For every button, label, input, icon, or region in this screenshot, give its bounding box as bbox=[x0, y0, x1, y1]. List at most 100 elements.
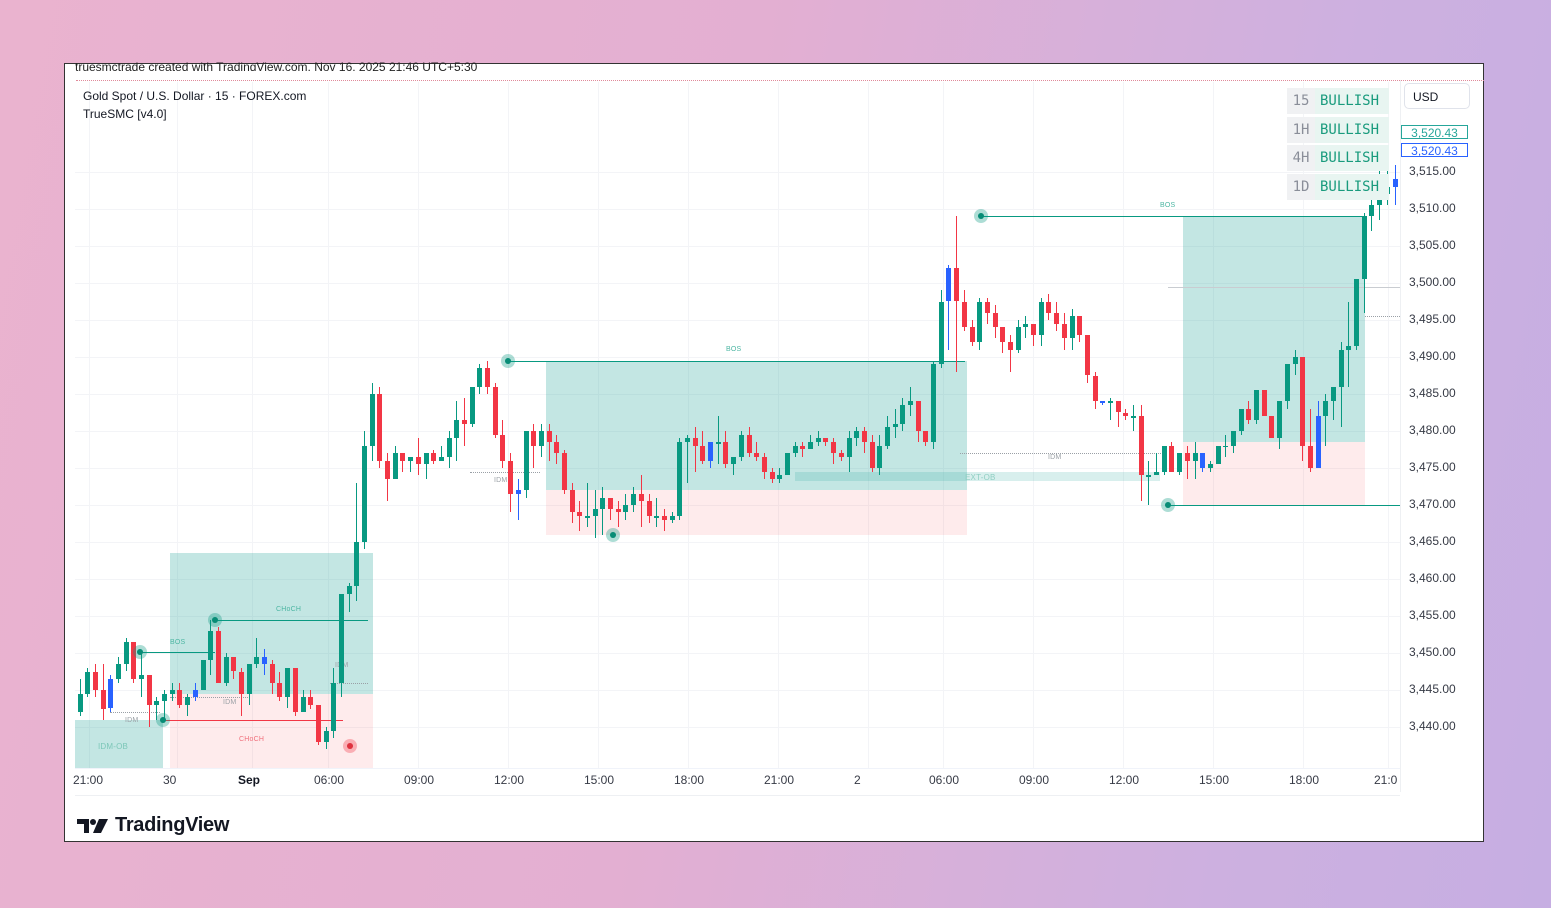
candle-wick bbox=[602, 486, 604, 535]
candle-body bbox=[692, 438, 698, 446]
candle-body bbox=[1231, 431, 1236, 446]
candle-body bbox=[477, 368, 483, 387]
candle-body bbox=[1261, 390, 1267, 417]
bos-label: BOS bbox=[726, 345, 742, 353]
price-tick-label: 3,470.00 bbox=[1409, 497, 1456, 511]
chart-plot-area[interactable]: IDM-OB EXT-OB BOS CHoCH CHoCH BOS BOS IDM IDM IDM… bbox=[75, 82, 1400, 768]
candle-body bbox=[700, 445, 706, 461]
pivot-dot bbox=[610, 531, 616, 538]
candle-body bbox=[92, 671, 98, 690]
candle-body bbox=[908, 401, 914, 406]
candle-body bbox=[761, 456, 767, 472]
time-axis[interactable] bbox=[75, 768, 1400, 796]
time-tick-label: 18:00 bbox=[674, 773, 705, 787]
candle-body bbox=[77, 693, 83, 713]
mtf-bias-status: BULLISH bbox=[1315, 173, 1389, 200]
indicator-title[interactable]: TrueSMC [v4.0] bbox=[83, 107, 167, 121]
candle-body bbox=[369, 394, 375, 446]
bullish-order-block-zone bbox=[1183, 216, 1365, 443]
pivot-dot bbox=[347, 742, 353, 749]
time-tick-label: 09:00 bbox=[1019, 773, 1050, 787]
price-tick-label: 3,455.00 bbox=[1409, 608, 1456, 622]
symbol-title[interactable]: Gold Spot / U.S. Dollar · 15 · FOREX.com bbox=[83, 89, 307, 103]
candle-body bbox=[85, 671, 91, 694]
idm-label: IDM bbox=[494, 476, 508, 484]
candle-body bbox=[1207, 464, 1213, 468]
candle-body bbox=[400, 453, 406, 461]
candle-wick bbox=[1148, 460, 1150, 505]
tradingview-logo-icon bbox=[77, 818, 108, 833]
candle-wick bbox=[1348, 301, 1350, 387]
candle-wick bbox=[187, 693, 189, 716]
candle-body bbox=[869, 442, 875, 468]
candle-body bbox=[1061, 323, 1067, 339]
candle-body bbox=[438, 456, 444, 461]
candle-body bbox=[338, 593, 344, 683]
candle-body bbox=[192, 690, 198, 698]
swing-low-pivot bbox=[156, 712, 170, 727]
idm-label: IDM bbox=[1048, 454, 1062, 462]
candle-body bbox=[769, 471, 775, 480]
candle-body bbox=[223, 656, 229, 683]
candle-body bbox=[1069, 316, 1075, 339]
candle-body bbox=[977, 301, 983, 343]
candle-body bbox=[784, 453, 790, 476]
candle-body bbox=[1054, 312, 1060, 324]
candle-body bbox=[1338, 349, 1344, 387]
idm-line bbox=[330, 682, 368, 684]
candle-body bbox=[754, 453, 760, 457]
candle-wick bbox=[164, 690, 166, 720]
price-tick-label: 3,440.00 bbox=[1409, 719, 1456, 733]
candle-wick bbox=[802, 442, 804, 457]
grid-line-horizontal bbox=[75, 172, 1400, 173]
swing-high-pivot bbox=[133, 644, 147, 659]
currency-button[interactable]: USD bbox=[1404, 83, 1470, 109]
candle-body bbox=[1315, 416, 1321, 468]
grid-line-vertical bbox=[89, 82, 90, 768]
candle-body bbox=[485, 368, 491, 387]
grid-line-vertical bbox=[328, 82, 329, 768]
grid-line-vertical bbox=[688, 82, 689, 768]
pivot-dot bbox=[160, 716, 166, 723]
candle-body bbox=[1161, 445, 1167, 472]
tradingview-logo[interactable]: TradingView bbox=[77, 814, 229, 837]
choch-bear-line bbox=[163, 719, 343, 721]
candle-body bbox=[1131, 416, 1137, 418]
candle-wick bbox=[440, 445, 442, 461]
candle-body bbox=[915, 401, 921, 431]
candle-body bbox=[923, 431, 929, 443]
candle-body bbox=[354, 542, 360, 587]
candle-wick bbox=[663, 508, 665, 531]
candle-body bbox=[277, 682, 283, 698]
candle-body bbox=[531, 431, 537, 446]
pivot-dot bbox=[978, 213, 984, 220]
candle-wick bbox=[579, 501, 581, 531]
candle-body bbox=[1369, 205, 1375, 217]
time-tick-label: 09:00 bbox=[404, 773, 435, 787]
idm-ob-label: IDM-OB bbox=[98, 741, 129, 751]
candle-body bbox=[154, 701, 160, 705]
candle-body bbox=[884, 427, 890, 446]
mtf-bias-status: BULLISH bbox=[1315, 88, 1389, 114]
grid-line-horizontal bbox=[75, 690, 1400, 691]
candle-body bbox=[1046, 301, 1052, 313]
price-tick-label: 3,475.00 bbox=[1409, 460, 1456, 474]
candle-body bbox=[308, 697, 314, 705]
candle-body bbox=[861, 431, 867, 443]
pivot-dot bbox=[212, 616, 218, 623]
candle-body bbox=[1323, 401, 1329, 417]
candle-body bbox=[1031, 323, 1037, 335]
candle-body bbox=[423, 453, 429, 465]
time-tick-label: 15:00 bbox=[584, 773, 615, 787]
candle-wick bbox=[687, 434, 688, 483]
price-tick-label: 3,480.00 bbox=[1409, 423, 1456, 437]
candle-wick bbox=[717, 416, 719, 465]
candle-body bbox=[1100, 401, 1106, 403]
candle-wick bbox=[694, 427, 696, 472]
candle-body bbox=[1223, 445, 1229, 448]
candle-wick bbox=[617, 501, 619, 528]
swing-high-pivot bbox=[974, 209, 988, 224]
price-axis[interactable] bbox=[1400, 80, 1473, 792]
candle-body bbox=[139, 675, 145, 679]
grid-line-horizontal bbox=[75, 579, 1400, 580]
